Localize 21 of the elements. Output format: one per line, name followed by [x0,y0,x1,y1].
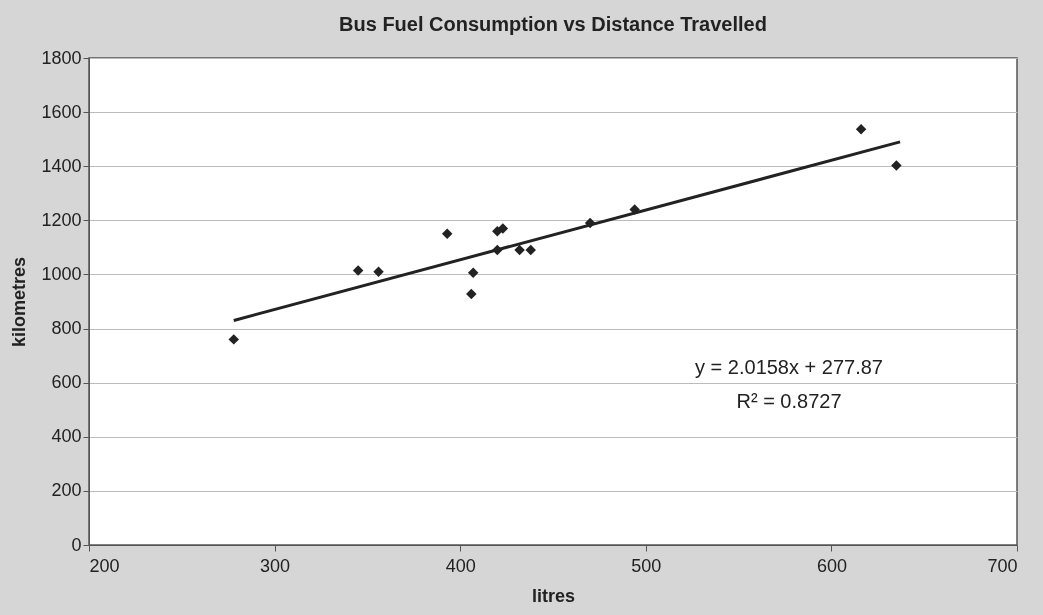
y-tick-label: 1200 [41,209,82,230]
annotation: R² = 0.8727 [736,390,842,412]
y-axis-title: kilometres [9,256,30,348]
x-tick-label: 500 [631,555,662,576]
x-tick-label: 700 [987,555,1018,576]
y-tick-label: 1000 [41,263,82,284]
x-axis-title: litres [531,585,576,606]
y-tick-label: 600 [51,372,82,393]
x-tick-label: 600 [816,555,847,576]
x-tick-label: 300 [260,555,291,576]
y-tick-label: 200 [51,480,82,501]
annotation: y = 2.0158x + 277.87 [695,356,883,378]
x-tick-label: 200 [89,555,120,576]
chart-title: Bus Fuel Consumption vs Distance Travelled [339,13,767,35]
x-tick-label: 400 [445,555,476,576]
y-tick-label: 0 [71,534,82,555]
y-tick-label: 1400 [41,155,82,176]
y-tick-label: 1600 [41,101,82,122]
y-tick-label: 400 [51,426,82,447]
y-tick-label: 800 [51,318,82,339]
y-tick-label: 1800 [41,47,82,68]
